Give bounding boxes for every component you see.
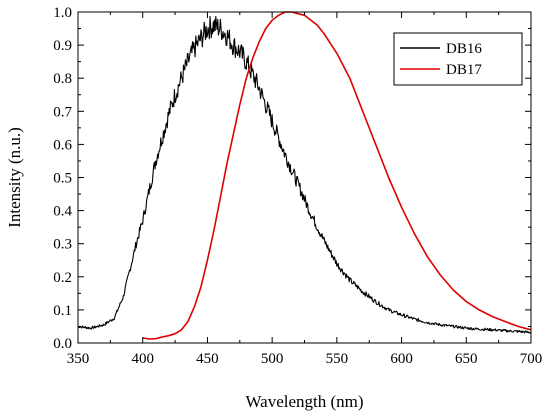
x-tick-label: 700 <box>520 351 543 367</box>
x-tick-label: 450 <box>196 351 219 367</box>
x-tick-label: 550 <box>326 351 349 367</box>
y-tick-label: 0.2 <box>53 270 72 286</box>
y-tick-label: 0.5 <box>53 171 72 187</box>
y-tick-label: 0.1 <box>53 303 72 319</box>
x-tick-label: 650 <box>455 351 478 367</box>
y-tick-label: 0.0 <box>53 336 72 352</box>
x-tick-label: 400 <box>131 351 154 367</box>
legend-label: DB17 <box>446 62 482 78</box>
y-tick-label: 0.9 <box>53 38 72 54</box>
y-tick-label: 0.6 <box>53 137 72 153</box>
y-tick-label: 0.8 <box>53 71 72 87</box>
axes: 350 400 450 500 550 600 650 700 0.0 0.1 0.2 0.3 0.4 0… <box>53 5 542 367</box>
series-line-db16 <box>77 15 532 334</box>
y-tick-label: 0.4 <box>53 204 72 220</box>
legend-box <box>393 32 523 86</box>
legend-label: DB16 <box>446 41 482 57</box>
x-axis-label: Wavelength (nm) <box>245 392 363 411</box>
x-tick-label: 350 <box>67 351 90 367</box>
y-axis-label: Intensity (n.u.) <box>5 127 24 228</box>
legend: DB16 DB17 <box>393 32 523 86</box>
y-tick-label: 0.3 <box>53 237 72 253</box>
y-tick-label: 0.7 <box>53 104 72 120</box>
y-tick-label: 1.0 <box>53 5 72 21</box>
x-tick-label: 600 <box>390 351 413 367</box>
x-tick-label: 500 <box>261 351 284 367</box>
